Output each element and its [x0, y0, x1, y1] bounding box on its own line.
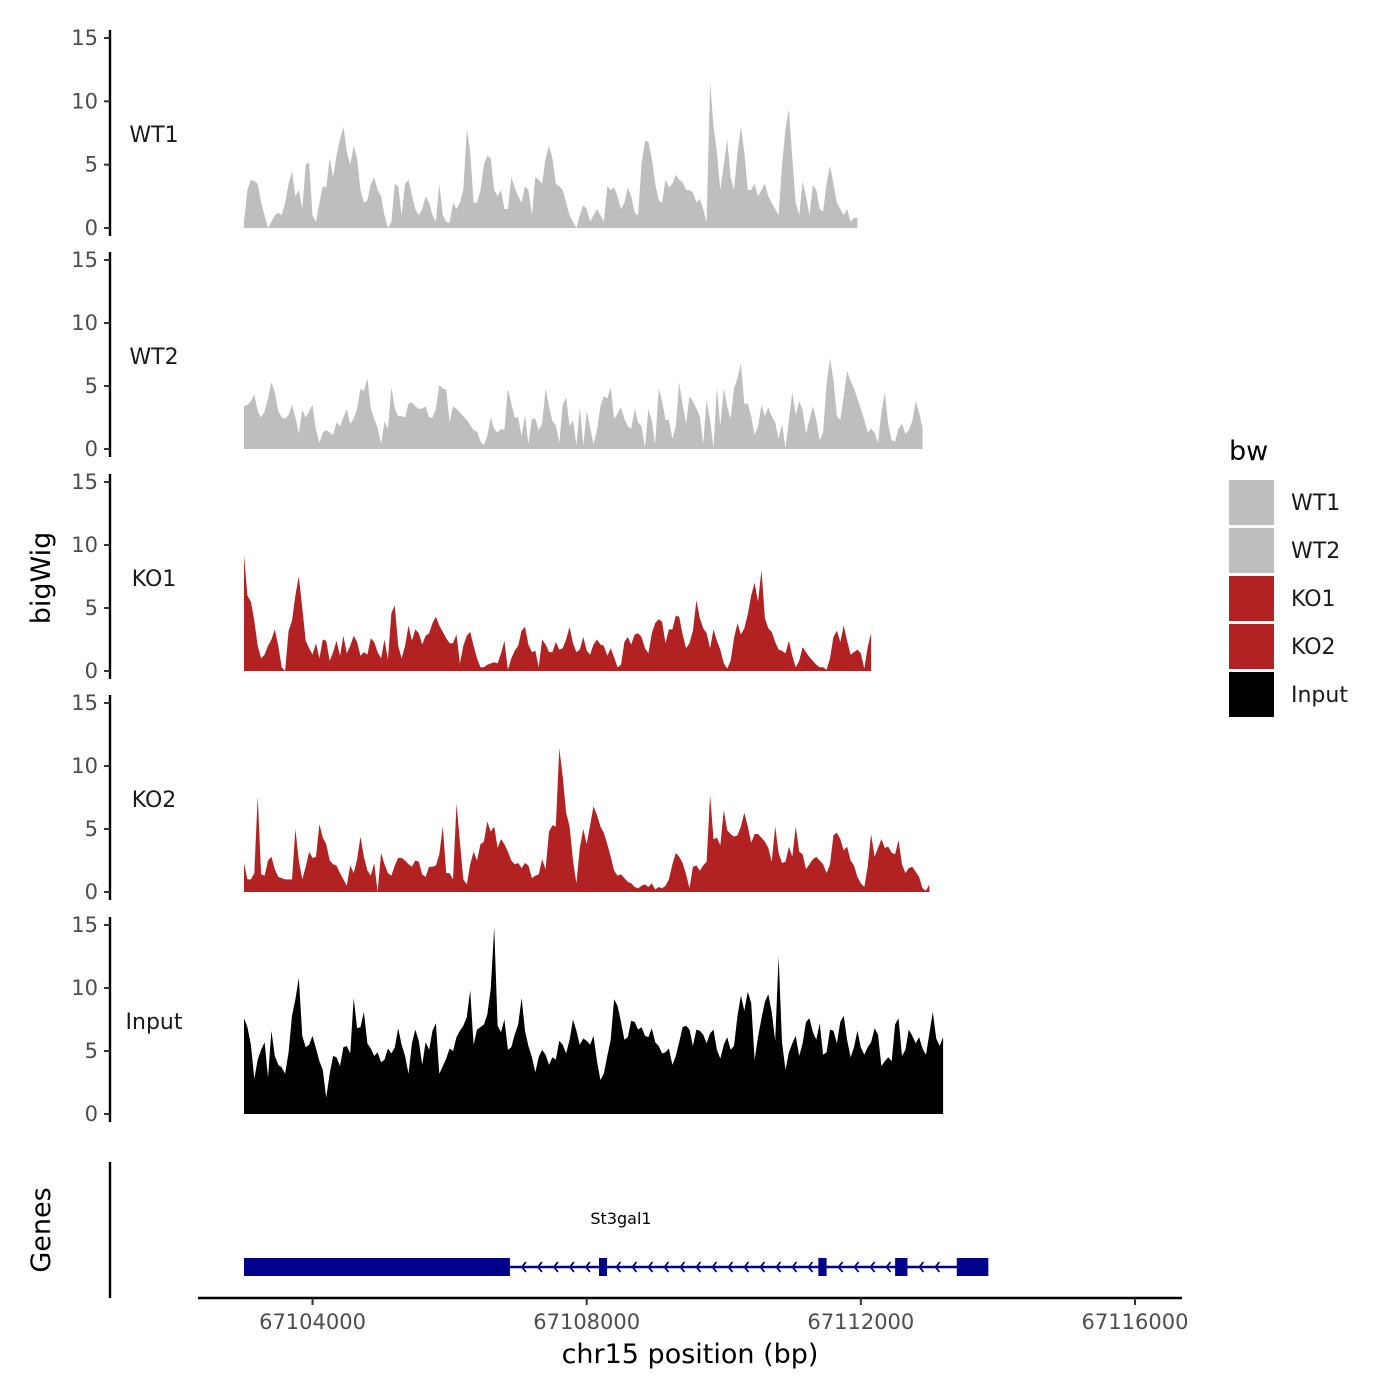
- y-tick-label: 10: [71, 533, 98, 557]
- gene-exon: [244, 1258, 510, 1276]
- track-wt1: 0 5 10 15 WT1: [71, 26, 858, 240]
- strand-arrow: [584, 1261, 591, 1273]
- strand-arrow: [918, 1261, 925, 1273]
- gene-panel-label: Genes: [26, 1187, 57, 1272]
- legend-item-wt2: WT2: [1229, 528, 1340, 573]
- x-tick-label: 67116000: [1082, 1310, 1189, 1334]
- y-tick-label: 15: [71, 248, 98, 272]
- y-tick-label: 0: [85, 659, 98, 683]
- strand-arrow: [695, 1261, 702, 1273]
- y-tick-label: 5: [85, 374, 98, 398]
- x-axis: chr15 position (bp) 67104000 67108000 6711…: [198, 1296, 1189, 1370]
- strand-arrow: [663, 1261, 670, 1273]
- legend-item-input: Input: [1229, 672, 1348, 717]
- y-tick-label: 0: [85, 437, 98, 461]
- track-label-ko2: KO2: [132, 788, 177, 813]
- series-area-wt2: [244, 358, 923, 449]
- strand-arrow: [647, 1261, 654, 1273]
- y-tick-label: 10: [71, 976, 98, 1000]
- strand-arrow: [807, 1261, 814, 1273]
- y-tick-label: 10: [71, 311, 98, 335]
- y-tick-label: 5: [85, 596, 98, 620]
- track-label-wt1: WT1: [129, 123, 178, 148]
- gene-exon: [956, 1258, 989, 1276]
- strand-arrow: [568, 1261, 575, 1273]
- legend: bw WT1 WT2 KO1 KO2 Input: [1229, 436, 1348, 717]
- legend-label-ko2: KO2: [1291, 635, 1336, 660]
- track-label-ko1: KO1: [132, 567, 177, 592]
- legend-label-wt1: WT1: [1291, 491, 1340, 516]
- y-tick-label: 15: [71, 26, 98, 50]
- y-tick-label: 0: [85, 216, 98, 240]
- y-axis-title: bigWig: [26, 532, 57, 625]
- y-tick-label: 10: [71, 754, 98, 778]
- track-label-input: Input: [126, 1010, 183, 1035]
- series-area-ko2: [244, 748, 930, 892]
- gene-track: Genes St3gal1: [26, 1162, 989, 1298]
- track-wt2: 0 5 10 15 WT2: [71, 248, 923, 461]
- strand-arrow: [853, 1261, 860, 1273]
- strand-arrow: [679, 1261, 686, 1273]
- track-ko1: 0 5 10 15 KO1: [71, 470, 872, 683]
- strand-arrow: [837, 1261, 844, 1273]
- strand-arrow: [536, 1261, 543, 1273]
- y-tick-label: 5: [85, 1039, 98, 1063]
- legend-label-input: Input: [1291, 683, 1348, 708]
- legend-item-wt1: WT1: [1229, 480, 1340, 525]
- y-tick-label: 10: [71, 89, 98, 113]
- strand-arrow: [775, 1261, 782, 1273]
- strand-arrow: [711, 1261, 718, 1273]
- bigwig-tracks: 0 5 10 15 WT1 0 5 10 15 WT2 0 5 10 15 KO1 0 5 10 15 KO2 0 5 10…: [71, 26, 944, 1126]
- strand-arrow: [743, 1261, 750, 1273]
- track-label-wt2: WT2: [129, 345, 178, 370]
- x-axis-title: chr15 position (bp): [562, 1339, 819, 1370]
- legend-key-wt1: [1229, 480, 1274, 525]
- y-tick-label: 0: [85, 880, 98, 904]
- legend-key-ko2: [1229, 624, 1274, 669]
- legend-key-ko1: [1229, 576, 1274, 621]
- series-area-ko1: [244, 555, 872, 671]
- series-area-input: [244, 927, 944, 1114]
- y-tick-label: 5: [85, 817, 98, 841]
- gene-name-label: St3gal1: [590, 1209, 651, 1228]
- gene-exon: [599, 1258, 608, 1276]
- strand-arrow: [615, 1261, 622, 1273]
- series-area-wt1: [244, 82, 858, 228]
- legend-label-wt2: WT2: [1291, 539, 1340, 564]
- legend-key-wt2: [1229, 528, 1274, 573]
- strand-arrow: [552, 1261, 559, 1273]
- y-tick-label: 0: [85, 1102, 98, 1126]
- legend-item-ko2: KO2: [1229, 624, 1336, 669]
- strand-arrow: [631, 1261, 638, 1273]
- strand-arrow: [791, 1261, 798, 1273]
- strand-arrow: [869, 1261, 876, 1273]
- gene-exon: [818, 1258, 827, 1276]
- legend-title: bw: [1229, 436, 1268, 467]
- strand-arrow: [520, 1261, 527, 1273]
- track-ko2: 0 5 10 15 KO2: [71, 691, 930, 904]
- legend-key-input: [1229, 672, 1274, 717]
- track-input: 0 5 10 15 Input: [71, 913, 944, 1126]
- x-tick-label: 67112000: [807, 1310, 914, 1334]
- x-tick-label: 67104000: [259, 1310, 366, 1334]
- y-tick-label: 15: [71, 470, 98, 494]
- y-tick-label: 15: [71, 691, 98, 715]
- legend-item-ko1: KO1: [1229, 576, 1336, 621]
- strand-arrow: [759, 1261, 766, 1273]
- strand-arrow: [885, 1261, 892, 1273]
- x-tick-label: 67108000: [533, 1310, 640, 1334]
- strand-arrow: [727, 1261, 734, 1273]
- legend-label-ko1: KO1: [1291, 587, 1336, 612]
- gene-exon: [895, 1258, 908, 1276]
- y-tick-label: 15: [71, 913, 98, 937]
- y-tick-label: 5: [85, 153, 98, 177]
- strand-arrow: [934, 1261, 941, 1273]
